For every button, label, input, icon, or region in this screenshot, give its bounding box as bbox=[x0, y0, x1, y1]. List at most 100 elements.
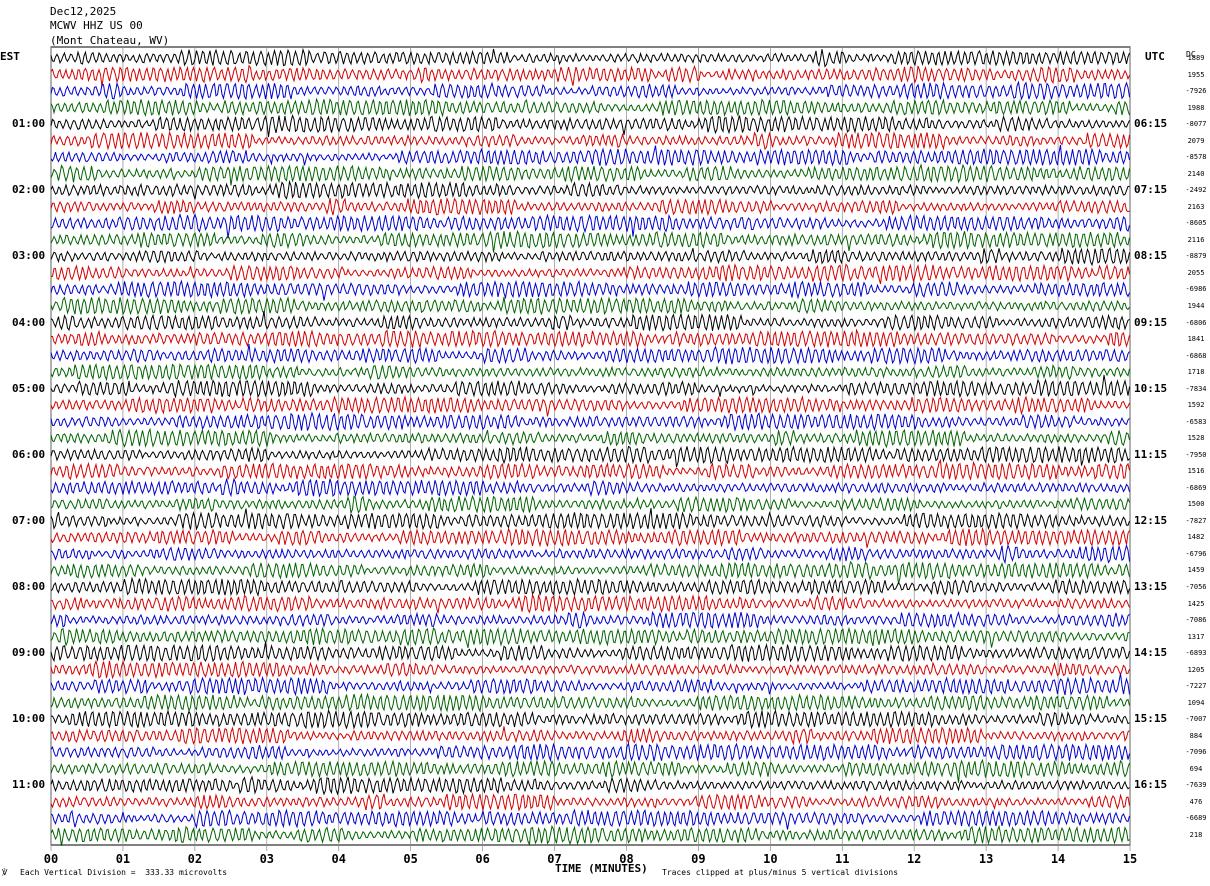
dc-offset-label: 1718 bbox=[1187, 368, 1205, 377]
dc-offset-label: 884 bbox=[1189, 731, 1203, 740]
left-hour-label: 01:00 bbox=[12, 117, 46, 131]
dc-offset-label: -7096 bbox=[1185, 748, 1207, 757]
trace-line bbox=[50, 229, 1130, 253]
trace-line bbox=[50, 213, 1130, 239]
dc-offset-label: 2116 bbox=[1187, 235, 1205, 244]
right-hour-label: 15:15 bbox=[1134, 712, 1168, 726]
left-hour-label: 10:00 bbox=[12, 712, 46, 726]
trace-line bbox=[50, 560, 1130, 584]
trace-line bbox=[50, 411, 1130, 432]
trace-line bbox=[50, 80, 1130, 101]
trace-line bbox=[50, 692, 1130, 713]
trace-line bbox=[50, 824, 1130, 847]
trace-line bbox=[50, 726, 1130, 746]
trace-line bbox=[51, 708, 1130, 730]
dc-offset-label: 2055 bbox=[1187, 268, 1205, 277]
dc-offset-label: 1482 bbox=[1187, 533, 1205, 542]
dc-offset-label: -8578 bbox=[1185, 153, 1207, 162]
trace-line bbox=[50, 494, 1130, 514]
dc-offset-label: -7056 bbox=[1185, 583, 1207, 592]
left-hour-label: 09:00 bbox=[12, 646, 46, 660]
x-tick-label: 02 bbox=[187, 852, 203, 866]
x-axis-title: TIME (MINUTES) bbox=[555, 862, 648, 875]
trace-line bbox=[50, 458, 1130, 481]
location-label: (Mont Chateau, WV) bbox=[50, 34, 170, 47]
dc-offset-label: -7007 bbox=[1185, 715, 1207, 724]
right-hour-label: 09:15 bbox=[1134, 315, 1168, 329]
trace-line bbox=[50, 394, 1130, 417]
dc-offset-label: 2163 bbox=[1187, 202, 1205, 211]
x-tick-label: 14 bbox=[1050, 852, 1066, 866]
dc-offset-label: -6986 bbox=[1185, 285, 1207, 294]
left-hour-label: 11:00 bbox=[12, 778, 46, 792]
left-hour-label: 06:00 bbox=[12, 447, 46, 461]
trace-line bbox=[50, 362, 1130, 382]
trace-line bbox=[50, 593, 1130, 614]
trace-line bbox=[50, 610, 1130, 630]
trace-line bbox=[50, 673, 1130, 697]
trace-line bbox=[50, 97, 1130, 118]
dc-offset-label: 694 bbox=[1189, 764, 1203, 773]
dc-offset-label: -8605 bbox=[1185, 219, 1207, 228]
dc-offset-label: 1528 bbox=[1187, 434, 1205, 443]
dc-offset-label: 1205 bbox=[1187, 665, 1205, 674]
x-tick-label: 12 bbox=[906, 852, 922, 866]
trace-line bbox=[50, 246, 1130, 267]
x-tick-label: 11 bbox=[835, 852, 850, 866]
dc-offset-label: 2079 bbox=[1187, 136, 1205, 145]
trace-line bbox=[50, 311, 1130, 333]
x-tick-label: 15 bbox=[1122, 852, 1138, 866]
scale-note: Each Vertical Division = 333.33 microvol… bbox=[20, 868, 228, 877]
left-hour-label: 07:00 bbox=[12, 513, 46, 527]
trace-line bbox=[50, 808, 1130, 830]
trace-line bbox=[50, 179, 1130, 200]
dc-offset-label: -6796 bbox=[1185, 549, 1207, 558]
x-tick-label: 09 bbox=[691, 852, 706, 866]
utc-label: UTC bbox=[1145, 50, 1165, 63]
dc-offset-label: 1841 bbox=[1187, 335, 1205, 344]
left-hour-label: 03:00 bbox=[12, 249, 46, 263]
left-hour-label: 02:00 bbox=[12, 183, 46, 197]
dc-offset-label: -7827 bbox=[1185, 516, 1207, 525]
trace-line bbox=[50, 427, 1130, 449]
trace-line bbox=[50, 163, 1130, 186]
left-hour-label: 05:00 bbox=[12, 381, 46, 395]
dc-offset-label: 1500 bbox=[1187, 500, 1205, 509]
dc-offset-label: -7227 bbox=[1185, 682, 1207, 691]
dc-offset-label: -6689 bbox=[1185, 814, 1207, 823]
dc-offset-label: -6583 bbox=[1185, 417, 1207, 426]
date-label: Dec12,2025 bbox=[50, 5, 117, 18]
trace-line bbox=[50, 144, 1130, 167]
trace-line bbox=[50, 344, 1130, 366]
right-hour-label: 14:15 bbox=[1134, 646, 1168, 660]
right-hour-label: 06:15 bbox=[1134, 117, 1168, 131]
x-tick-label: 01 bbox=[115, 852, 131, 866]
right-hour-label: 16:15 bbox=[1134, 778, 1168, 792]
trace-line bbox=[50, 477, 1130, 498]
x-tick-label: 06 bbox=[475, 852, 490, 866]
trace-line bbox=[50, 328, 1130, 349]
dc-offset-label: 1459 bbox=[1187, 566, 1205, 575]
dc-offset-label: 2140 bbox=[1187, 169, 1205, 178]
trace-line bbox=[50, 279, 1130, 301]
dc-offset-label: -8077 bbox=[1185, 120, 1207, 129]
trace-line bbox=[50, 526, 1130, 548]
right-hour-label: 12:15 bbox=[1134, 513, 1168, 527]
x-tick-label: 00 bbox=[43, 852, 59, 866]
trace-line bbox=[50, 543, 1130, 565]
x-tick-label: 10 bbox=[763, 852, 778, 866]
right-hour-label: 07:15 bbox=[1134, 183, 1168, 197]
trace-line bbox=[50, 741, 1130, 763]
trace-line bbox=[50, 113, 1130, 138]
right-hour-label: 08:15 bbox=[1134, 249, 1168, 263]
dc-offset-label: 1889 bbox=[1187, 54, 1205, 62]
x-tick-label: 05 bbox=[403, 852, 418, 866]
est-label: EST bbox=[0, 50, 20, 63]
dc-offset-label: 1425 bbox=[1187, 599, 1205, 608]
dc-offset-label: 1592 bbox=[1187, 401, 1205, 410]
dc-offset-label: -7086 bbox=[1185, 616, 1207, 625]
dc-offset-label: -7926 bbox=[1185, 87, 1207, 96]
x-tick-label: 13 bbox=[978, 852, 994, 866]
right-hour-label: 13:15 bbox=[1134, 580, 1168, 594]
